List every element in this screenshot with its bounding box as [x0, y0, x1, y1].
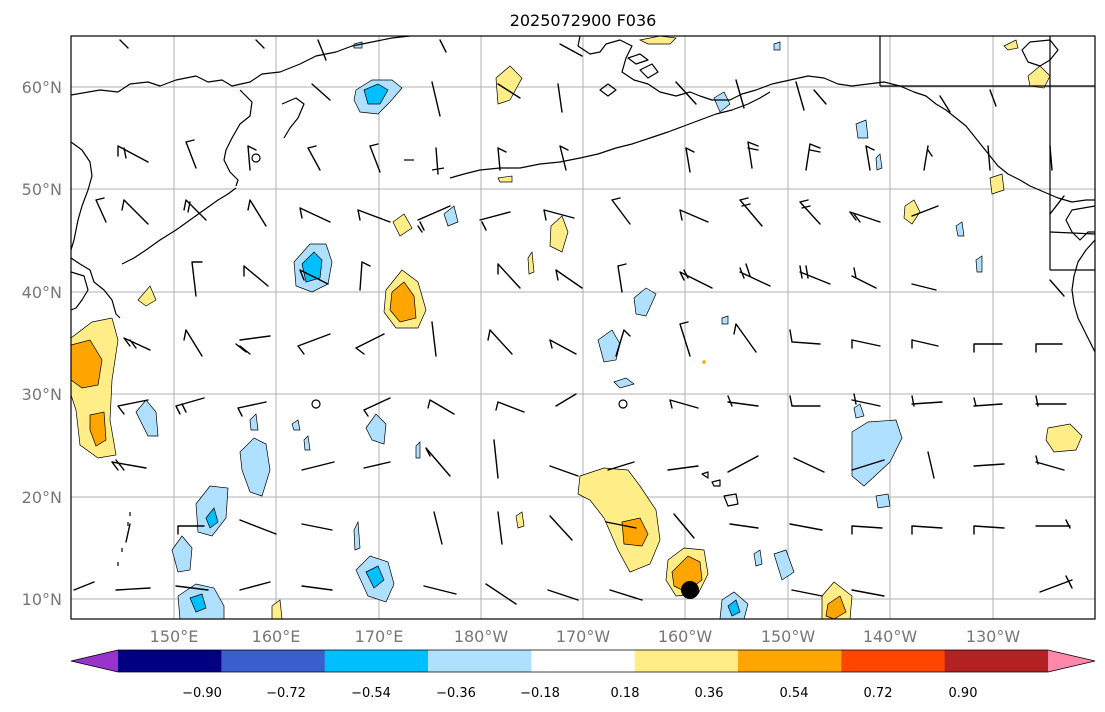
lat-label: 40°N [22, 283, 62, 302]
wind-barbs [73, 39, 1073, 605]
colorbar-segment [841, 650, 946, 672]
location-marker [681, 581, 699, 599]
latitude-labels: 60°N 50°N 40°N 30°N 20°N 10°N [22, 78, 62, 609]
colorbar-segment [634, 650, 739, 672]
lat-label: 50°N [22, 180, 62, 199]
colorbar-tick-label: −0.90 [182, 686, 222, 701]
map-border [70, 35, 1096, 620]
colorbar-segment [738, 650, 842, 672]
lat-label: 10°N [22, 590, 62, 609]
graticule [71, 36, 1095, 619]
colorbar-tick-label: 0.90 [949, 686, 978, 701]
colorbar-tick-label: 0.72 [864, 686, 893, 701]
colorbar-tick-label: −0.36 [436, 686, 476, 701]
lon-label: 170°W [556, 627, 611, 646]
lon-label: 140°W [863, 627, 918, 646]
lon-label: 150°E [150, 627, 199, 646]
shaded-anomalies [71, 36, 1083, 619]
colorbar-tick-label: −0.54 [351, 686, 391, 701]
small-marker [702, 360, 706, 364]
colorbar-segment [531, 650, 636, 672]
lon-label: 130°W [966, 627, 1021, 646]
lat-label: 30°N [22, 385, 62, 404]
colorbar-tick-label: −0.72 [266, 686, 306, 701]
coastlines [71, 36, 1095, 566]
lat-label: 60°N [22, 78, 62, 97]
colorbar-segment [324, 650, 429, 672]
lon-label: 160°W [658, 627, 713, 646]
longitude-labels: 150°E 160°E 170°E 180°W 170°W 160°W 150°… [150, 627, 1021, 646]
colorbar-tick-label: 0.54 [780, 686, 809, 701]
map-area [71, 36, 1095, 619]
map-title: 2025072900 F036 [510, 11, 657, 30]
colorbar-tick-label: 0.18 [611, 686, 640, 701]
colorbar-segment [428, 650, 532, 672]
lon-label: 170°E [355, 627, 404, 646]
colorbar-segment [118, 650, 222, 672]
lon-label: 180°W [454, 627, 509, 646]
lon-label: 160°E [252, 627, 301, 646]
colorbar-outline [70, 649, 1096, 673]
lat-label: 20°N [22, 488, 62, 507]
colorbar-extend-min [71, 650, 118, 672]
colorbar [70, 649, 1096, 673]
colorbar-extend-max [1048, 650, 1095, 672]
colorbar-segment [221, 650, 326, 672]
colorbar-tick-labels: −0.90 −0.72 −0.54 −0.36 −0.18 0.18 0.36 … [182, 686, 977, 701]
lon-label: 150°W [761, 627, 816, 646]
colorbar-tick-label: −0.18 [520, 686, 560, 701]
colorbar-tick-label: 0.36 [695, 686, 724, 701]
colorbar-segment [944, 650, 1049, 672]
